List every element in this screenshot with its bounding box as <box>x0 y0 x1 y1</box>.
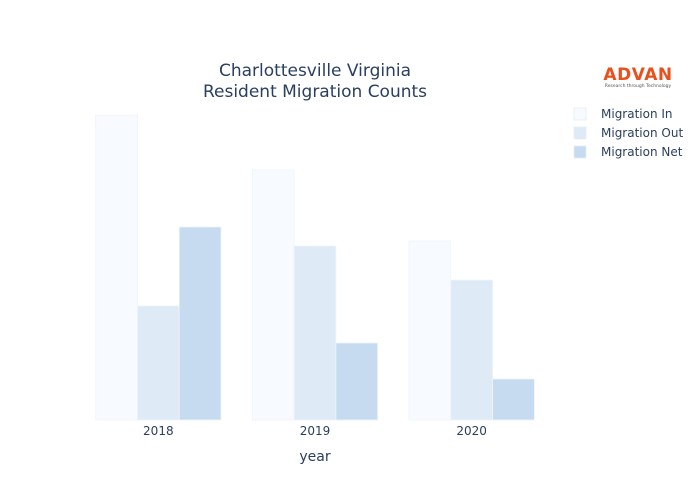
bars-group <box>95 114 535 421</box>
x-tick-label: 2020 <box>456 424 487 438</box>
chart-title-line-2: Resident Migration Counts <box>203 82 427 102</box>
bar-migration-out-2018[interactable] <box>137 305 180 421</box>
bar-migration-in-2018[interactable] <box>95 114 138 421</box>
bar-migration-net-2018[interactable] <box>178 226 222 421</box>
x-axis-title: year <box>299 449 330 465</box>
x-tick-label: 2018 <box>143 424 174 438</box>
bar-migration-in-2020[interactable] <box>408 240 452 421</box>
x-tick-label: 2019 <box>300 424 331 438</box>
logo-wordmark: ADVAN <box>603 65 673 85</box>
legend-swatch[interactable] <box>573 145 587 159</box>
bar-migration-net-2019[interactable] <box>335 342 379 421</box>
legend[interactable]: Migration In Migration Out Migration Net <box>573 107 683 159</box>
x-tick-labels: 2018 2019 2020 <box>143 424 487 438</box>
chart-title-line-1: Charlottesville Virginia <box>219 61 411 81</box>
legend-label[interactable]: Migration In <box>601 107 673 121</box>
bar-migration-out-2019[interactable] <box>293 245 337 421</box>
bar-migration-net-2020[interactable] <box>492 378 535 421</box>
legend-label[interactable]: Migration Out <box>601 126 683 140</box>
legend-swatch[interactable] <box>573 107 587 121</box>
advan-logo: ADVAN Research through Technology <box>602 66 674 90</box>
logo-tagline: Research through Technology <box>604 84 672 89</box>
bar-migration-in-2019[interactable] <box>251 169 295 421</box>
legend-swatch[interactable] <box>573 126 587 140</box>
bar-migration-out-2020[interactable] <box>450 279 493 421</box>
legend-label[interactable]: Migration Net <box>601 145 683 159</box>
